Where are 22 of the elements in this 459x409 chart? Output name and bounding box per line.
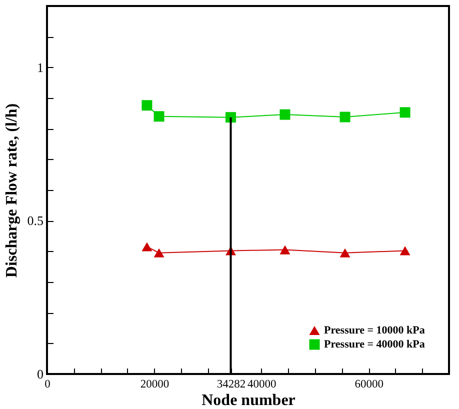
legend-label: Pressure = 40000 kPa [324, 338, 426, 350]
point [340, 248, 350, 258]
point [142, 242, 152, 252]
y-tick-label: 1 [37, 60, 44, 75]
point [400, 246, 410, 256]
point [154, 248, 164, 258]
point [154, 111, 164, 122]
point [280, 109, 290, 120]
y-axis-title: Discharge Flow rate, (l/h) [3, 103, 20, 278]
x-tick-label: 60000 [354, 378, 384, 390]
x-axis-title: Node number [202, 392, 296, 409]
point [142, 100, 152, 111]
y-tick-label: 0.5 [27, 213, 44, 228]
point [400, 107, 410, 118]
x-tick-label: 40000 [248, 378, 277, 390]
x-tick-label: 20000 [140, 378, 170, 390]
x-tick-label: 34282 [216, 378, 246, 390]
point [226, 112, 236, 123]
x-tick-label: 0 [44, 378, 51, 390]
point [280, 245, 290, 254]
legend-label: Pressure = 10000 kPa [324, 324, 426, 336]
point [340, 112, 350, 122]
